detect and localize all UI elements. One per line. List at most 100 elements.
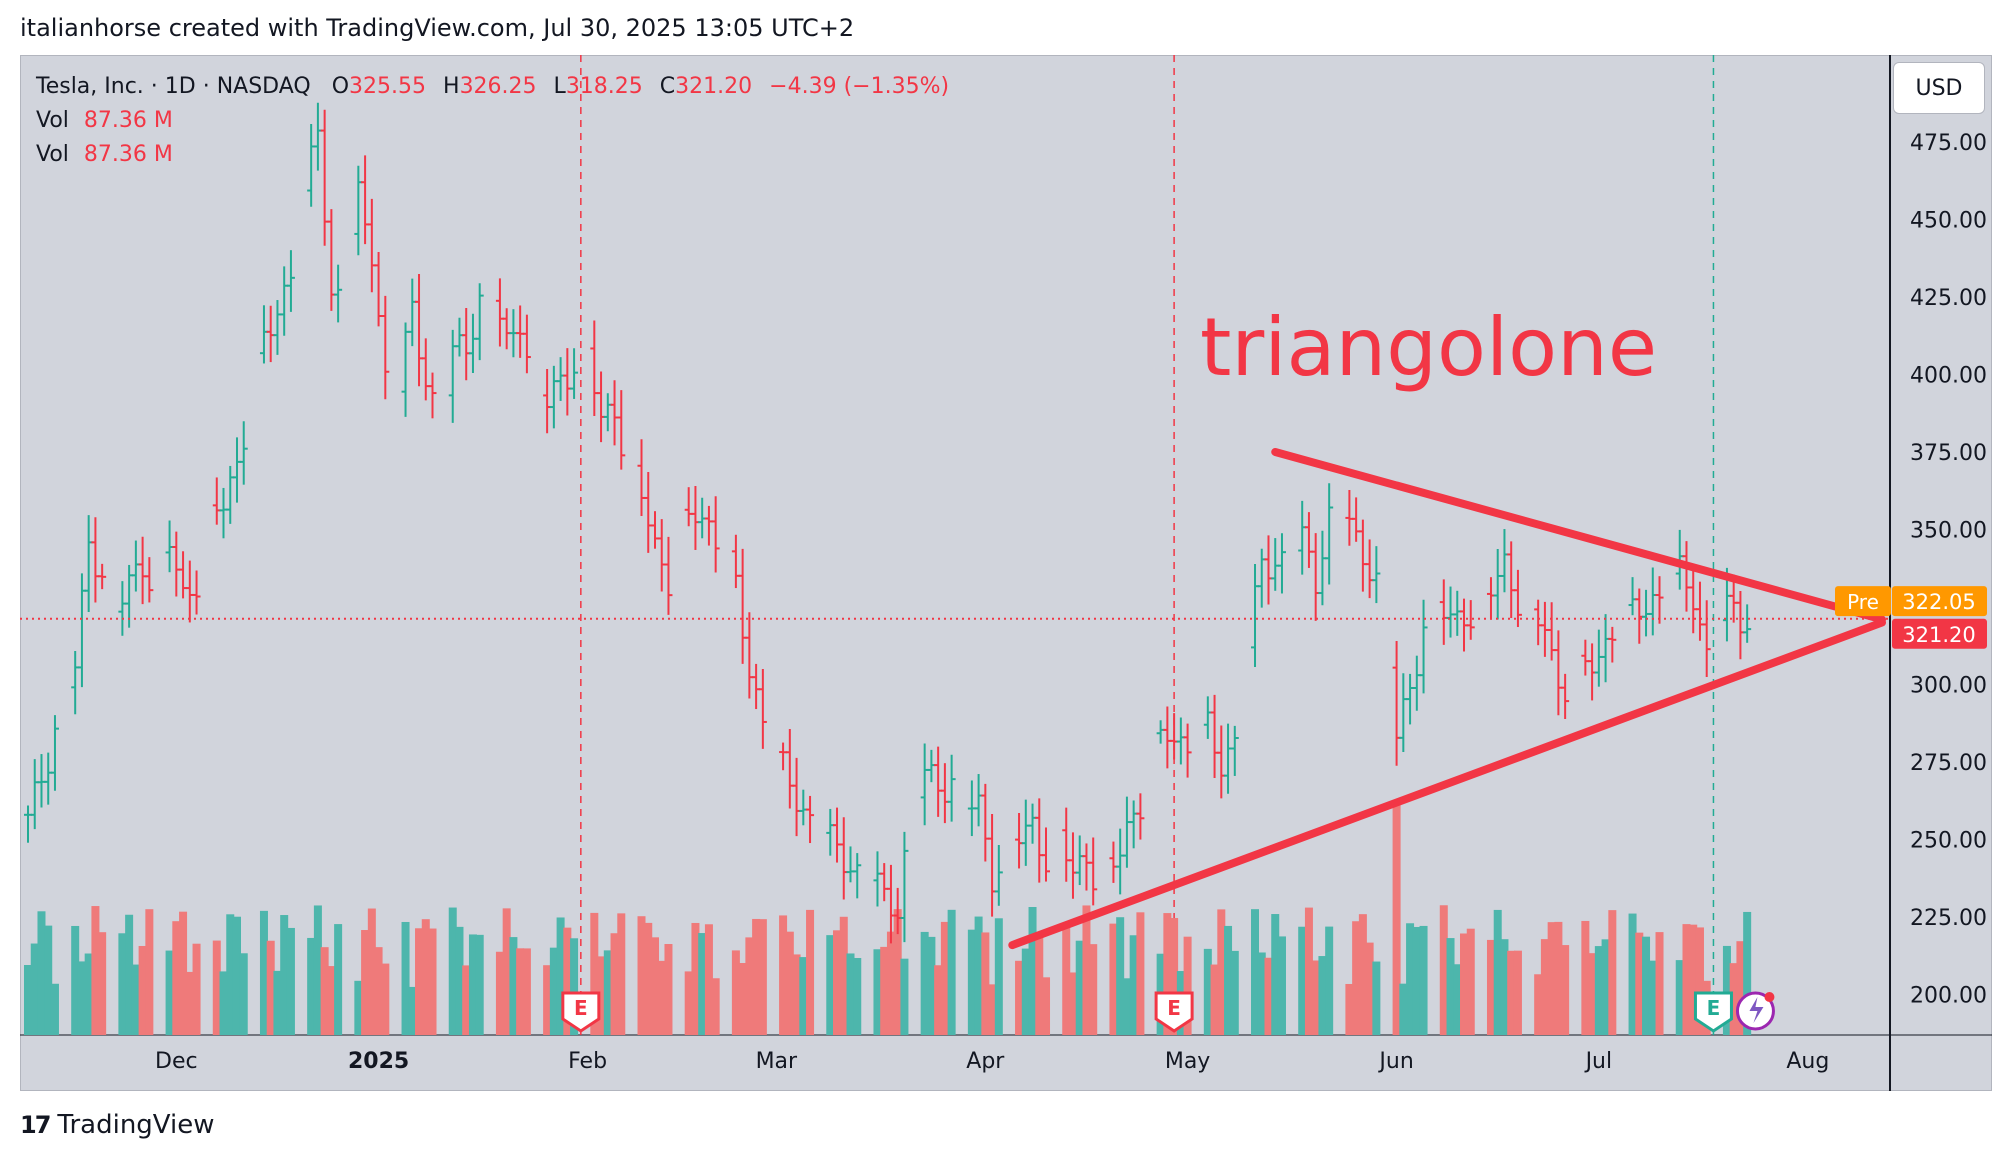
volume-bar <box>1345 983 1354 1035</box>
volume-bar <box>886 931 895 1035</box>
earnings-badge-label: E <box>574 996 588 1020</box>
volume-bar <box>900 958 909 1035</box>
volume-bar <box>77 961 86 1035</box>
volume-bar <box>684 971 693 1035</box>
pre-price-value: 322.05 <box>1902 590 1975 614</box>
volume-bar <box>273 970 282 1035</box>
volume-row-1: Vol 87.36 M <box>36 104 949 138</box>
volume-bar <box>691 922 700 1035</box>
earnings-badge[interactable] <box>561 991 601 1033</box>
price-tick-label: 350.00 <box>1910 518 1987 543</box>
volume-bar <box>280 915 289 1035</box>
volume-bar <box>988 984 997 1035</box>
price-tick-label: 275.00 <box>1910 751 1987 776</box>
volume-bar <box>603 950 612 1035</box>
volume-bar <box>1122 978 1131 1035</box>
volume-bar <box>1089 944 1098 1035</box>
price-chart[interactable]: triangolone 475.00 450.00 425.00 400.00 375.0… <box>20 55 1992 1091</box>
volume-bar <box>468 934 477 1035</box>
volume-bar <box>354 980 363 1035</box>
volume-bar <box>1021 948 1030 1035</box>
volume-bar <box>192 943 201 1035</box>
open-label: O <box>331 74 350 99</box>
volume-bar <box>698 933 707 1035</box>
volume-bar <box>462 965 471 1035</box>
volume-bar <box>1042 977 1051 1035</box>
volume-bar <box>448 907 457 1035</box>
time-tick-label: Feb <box>568 1049 607 1074</box>
volume-bar <box>826 935 835 1035</box>
price-tick-label: 200.00 <box>1910 984 1987 1009</box>
low-value: 318.25 <box>565 74 643 99</box>
volume-bar <box>266 940 275 1035</box>
tradingview-logo[interactable]: 17 TradingView <box>20 1110 215 1140</box>
volume-bar <box>637 916 646 1035</box>
volume-bar <box>408 986 417 1035</box>
volume-bar <box>1035 935 1044 1035</box>
volume-bar <box>967 929 976 1035</box>
volume-bar <box>1257 952 1266 1035</box>
volume-bar <box>1170 918 1179 1035</box>
volume-bar <box>799 957 808 1035</box>
volume-bar <box>401 921 410 1035</box>
volume-bar <box>1453 964 1462 1035</box>
volume-bar <box>1311 960 1320 1035</box>
volume-bar <box>1682 924 1691 1035</box>
volume-bar <box>1365 942 1374 1035</box>
volume-bar <box>165 950 174 1035</box>
volume-bar <box>1129 935 1138 1035</box>
volume-bar <box>704 924 713 1035</box>
trendline[interactable] <box>1008 618 1886 950</box>
chart-credit: italianhorse created with TradingView.co… <box>20 14 855 42</box>
price-tick-label: 250.00 <box>1910 829 1987 854</box>
earnings-badge[interactable] <box>1154 991 1194 1033</box>
volume-bar <box>785 931 794 1035</box>
annotation-text[interactable]: triangolone <box>1200 301 1657 394</box>
volume-bar <box>1466 928 1475 1035</box>
volume-bar <box>30 943 39 1035</box>
volume-bar <box>853 957 862 1035</box>
tradingview-logo-text: TradingView <box>57 1110 215 1140</box>
earnings-badge-next[interactable] <box>1693 991 1733 1033</box>
volume-bar <box>44 925 53 1035</box>
volume-bar <box>738 963 747 1035</box>
high-label: H <box>443 74 460 99</box>
volume-bar <box>118 933 127 1035</box>
volume-bar <box>495 951 504 1035</box>
volume-bar <box>1062 924 1071 1035</box>
earnings-badge-label: E <box>1167 996 1181 1020</box>
volume-bar <box>1460 933 1469 1035</box>
volume-bar <box>893 909 902 1035</box>
volume-row-2: Vol 87.36 M <box>36 138 949 172</box>
volume-bar <box>617 913 626 1035</box>
volume-bar <box>381 963 390 1035</box>
volume-bar <box>1352 921 1361 1035</box>
currency-button[interactable]: USD <box>1893 62 1985 114</box>
volume-bar <box>1736 941 1745 1035</box>
price-tick-label: 400.00 <box>1910 363 1987 388</box>
volume-bar <box>1642 936 1651 1035</box>
volume-bar <box>1230 950 1239 1035</box>
volume-bar <box>920 931 929 1035</box>
volume-bar <box>657 960 666 1035</box>
trendline[interactable] <box>1271 447 1886 624</box>
time-tick-label: Mar <box>756 1049 798 1074</box>
volume-bar <box>974 916 983 1035</box>
volume-bar <box>1648 960 1657 1035</box>
volume-bar <box>846 953 855 1035</box>
volume-bar <box>597 956 606 1035</box>
volume-bar <box>940 921 949 1035</box>
pre-price-tag <box>1892 586 1987 617</box>
volume-bar <box>1116 917 1125 1035</box>
volume-bar <box>1486 939 1495 1035</box>
price-tick-label: 425.00 <box>1910 286 1987 311</box>
volume-bar <box>1298 926 1307 1035</box>
volume-bar <box>664 944 673 1035</box>
volume-bar <box>1695 927 1704 1035</box>
volume-bar <box>1689 924 1698 1035</box>
chart-area[interactable] <box>20 55 1992 1091</box>
volume-bar <box>1675 960 1684 1035</box>
volume-bar <box>833 930 842 1035</box>
volume-bar <box>556 917 565 1035</box>
volume-bar <box>1507 950 1516 1035</box>
